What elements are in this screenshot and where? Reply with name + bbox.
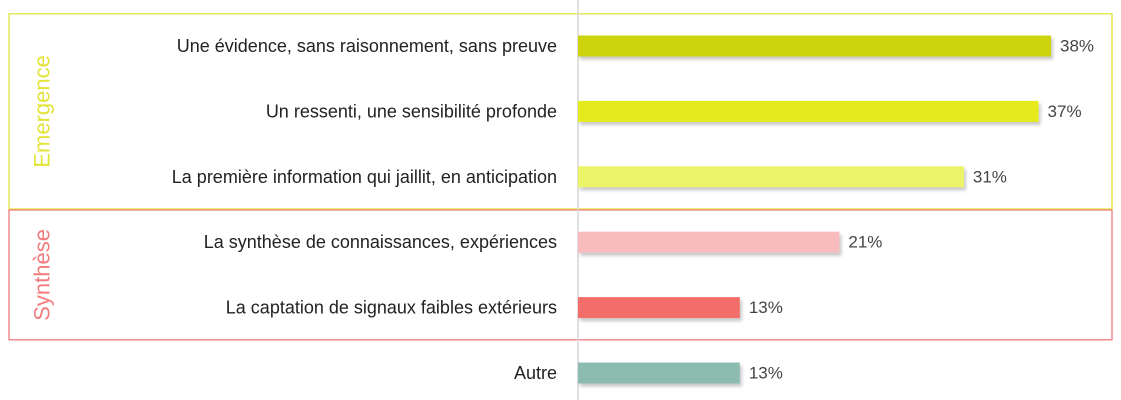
value-label-3: 21% (848, 233, 882, 252)
bar-3 (578, 231, 840, 253)
value-label-0: 38% (1060, 37, 1094, 56)
value-label-4: 13% (749, 298, 783, 317)
group-label-0: Emergence (30, 55, 55, 168)
category-label-0: Une évidence, sans raisonnement, sans pr… (177, 36, 557, 56)
group-label-1: Synthèse (30, 229, 55, 321)
bars: Une évidence, sans raisonnement, sans pr… (172, 35, 1094, 384)
value-label-1: 37% (1048, 102, 1082, 121)
bar-2 (578, 166, 964, 188)
value-label-2: 31% (973, 167, 1007, 186)
bar-1 (578, 100, 1039, 122)
group-box-1 (8, 209, 1113, 341)
bar-4 (578, 297, 740, 319)
bar-0 (578, 35, 1051, 57)
group-box-0 (8, 13, 1113, 210)
bar-5 (578, 362, 740, 384)
category-label-5: Autre (514, 363, 557, 383)
category-label-4: La captation de signaux faibles extérieu… (226, 298, 557, 318)
category-label-1: Un ressenti, une sensibilité profonde (266, 101, 557, 121)
group-boxes: Emergence Synthèse (8, 13, 1113, 341)
category-label-2: La première information qui jaillit, en … (172, 167, 557, 187)
category-label-3: La synthèse de connaissances, expérience… (204, 232, 557, 252)
value-label-5: 13% (749, 364, 783, 383)
